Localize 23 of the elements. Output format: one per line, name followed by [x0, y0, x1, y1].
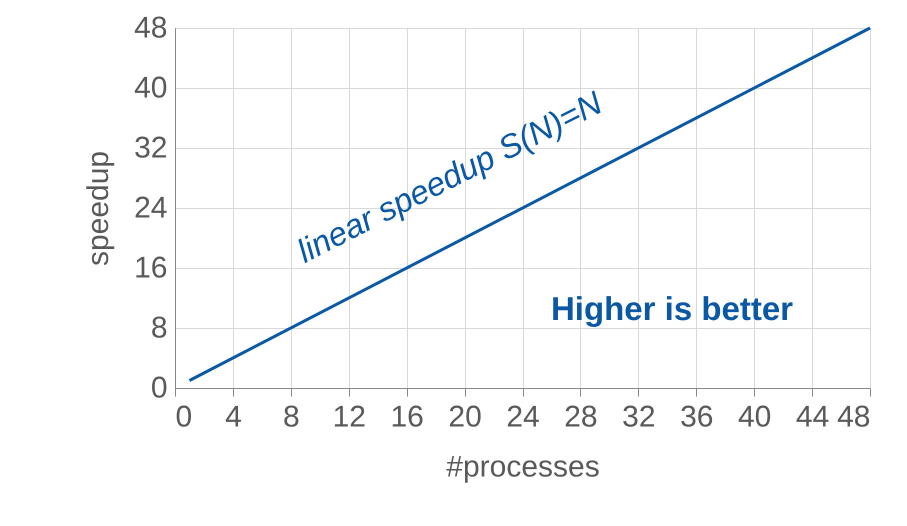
annotation: Higher is better [550, 290, 794, 327]
x-tick-label: 28 [564, 400, 598, 434]
x-tick-label: 24 [506, 400, 540, 434]
x-tick-label: 36 [680, 400, 714, 434]
x-tick-label: 16 [390, 400, 424, 434]
y-tick-label: 32 [134, 132, 168, 164]
x-axis-title: #processes [446, 450, 600, 484]
y-tick-label: 0 [150, 372, 168, 404]
x-tick-label: 48 [837, 400, 870, 434]
x-tick-label: 20 [448, 400, 482, 434]
x-tick-label: 0 [176, 400, 192, 434]
y-tick-label: 8 [150, 312, 168, 344]
y-tick-label: 48 [134, 12, 168, 44]
x-tick-label: 4 [225, 400, 242, 434]
x-tick-label: 40 [738, 400, 772, 434]
x-tick-label: 12 [332, 400, 366, 434]
y-axis-title: speedup [82, 150, 116, 266]
x-tick-label: 8 [282, 400, 300, 434]
x-tick-label: 44 [796, 400, 830, 434]
x-tick-label: 32 [622, 400, 656, 434]
y-tick-label: 40 [134, 72, 168, 104]
y-tick-label: 16 [134, 252, 168, 284]
y-tick-label: 24 [134, 192, 168, 224]
